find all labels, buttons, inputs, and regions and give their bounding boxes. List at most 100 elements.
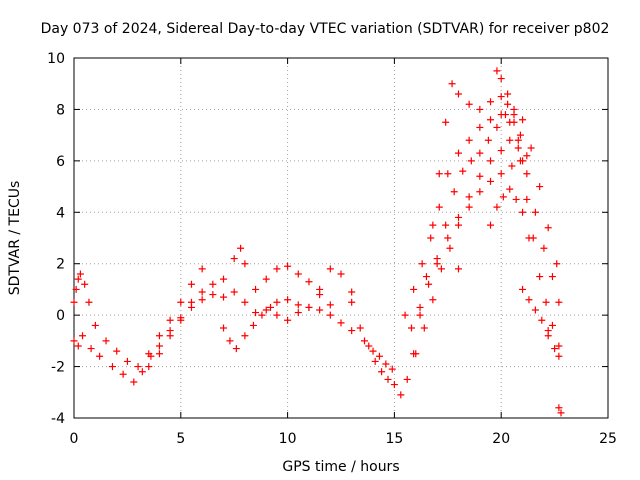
data-point	[74, 275, 82, 283]
data-point	[422, 273, 430, 281]
data-point	[429, 296, 437, 304]
data-point	[425, 280, 433, 288]
data-point	[497, 75, 505, 83]
data-point	[442, 221, 450, 229]
data-point	[113, 347, 121, 355]
data-point	[519, 285, 527, 293]
data-point	[316, 306, 324, 314]
data-point	[375, 352, 383, 360]
data-point	[232, 345, 240, 353]
data-point	[267, 303, 275, 311]
y-axis-label: SDTVAR / TECUs	[7, 181, 23, 296]
data-point	[365, 342, 373, 350]
x-tick-label: 10	[279, 431, 297, 447]
data-point	[360, 337, 368, 345]
data-point	[459, 167, 467, 175]
data-point	[555, 342, 563, 350]
data-point	[504, 100, 512, 108]
data-point	[348, 327, 356, 335]
data-point	[510, 111, 518, 119]
data-point	[487, 116, 495, 124]
data-point	[506, 118, 514, 126]
data-point	[497, 147, 505, 155]
data-point	[108, 363, 116, 371]
data-point	[70, 298, 78, 306]
data-point	[435, 203, 443, 211]
data-point	[230, 255, 238, 263]
data-point	[237, 244, 245, 252]
data-point	[487, 177, 495, 185]
data-point	[420, 324, 428, 332]
data-point	[519, 157, 527, 165]
data-point	[119, 370, 127, 378]
data-point	[123, 357, 131, 365]
data-point	[525, 296, 533, 304]
data-point	[416, 303, 424, 311]
data-point	[403, 375, 411, 383]
data-point	[371, 357, 379, 365]
data-point	[501, 111, 509, 119]
data-point	[384, 375, 392, 383]
data-point	[130, 378, 138, 386]
data-point	[544, 224, 552, 232]
data-point	[155, 332, 163, 340]
data-point	[91, 321, 99, 329]
data-point	[284, 316, 292, 324]
data-point	[446, 244, 454, 252]
data-point	[262, 275, 270, 283]
data-point	[497, 170, 505, 178]
data-point	[465, 193, 473, 201]
data-point	[220, 275, 228, 283]
data-point	[476, 172, 484, 180]
data-point	[273, 265, 281, 273]
data-point	[198, 296, 206, 304]
data-point	[155, 350, 163, 358]
data-points	[70, 67, 565, 417]
data-point	[382, 360, 390, 368]
data-point	[448, 80, 456, 88]
axis-ticks: 0 5 10 15 20 25 -4 -2 0 2 4 6 8 10	[47, 51, 617, 447]
data-point	[155, 342, 163, 350]
data-point	[487, 157, 495, 165]
data-point	[454, 221, 462, 229]
data-point	[252, 309, 260, 317]
data-point	[555, 352, 563, 360]
data-point	[356, 324, 364, 332]
data-point	[337, 270, 345, 278]
data-point	[506, 136, 514, 144]
data-point	[198, 265, 206, 273]
data-point	[476, 123, 484, 131]
data-point	[540, 244, 548, 252]
data-point	[484, 136, 492, 144]
data-point	[542, 298, 550, 306]
data-point	[294, 270, 302, 278]
data-point	[388, 365, 396, 373]
data-point	[523, 170, 531, 178]
data-point	[536, 273, 544, 281]
data-point	[369, 347, 377, 355]
data-point	[166, 332, 174, 340]
data-point	[249, 321, 257, 329]
data-point	[230, 288, 238, 296]
data-point	[512, 195, 520, 203]
data-point	[435, 170, 443, 178]
data-point	[427, 234, 435, 242]
data-point	[416, 311, 424, 319]
x-axis-label: GPS time / hours	[282, 459, 399, 475]
data-point	[548, 321, 556, 329]
data-point	[74, 342, 82, 350]
data-point	[467, 157, 475, 165]
data-point	[390, 381, 398, 389]
data-point	[487, 98, 495, 106]
data-point	[551, 345, 559, 353]
y-tick-label: -2	[51, 360, 65, 376]
y-tick-label: -4	[51, 411, 65, 427]
data-point	[555, 298, 563, 306]
data-point	[412, 350, 420, 358]
data-point	[177, 298, 185, 306]
data-point	[523, 195, 531, 203]
data-point	[444, 234, 452, 242]
data-point	[187, 280, 195, 288]
data-point	[442, 118, 450, 126]
